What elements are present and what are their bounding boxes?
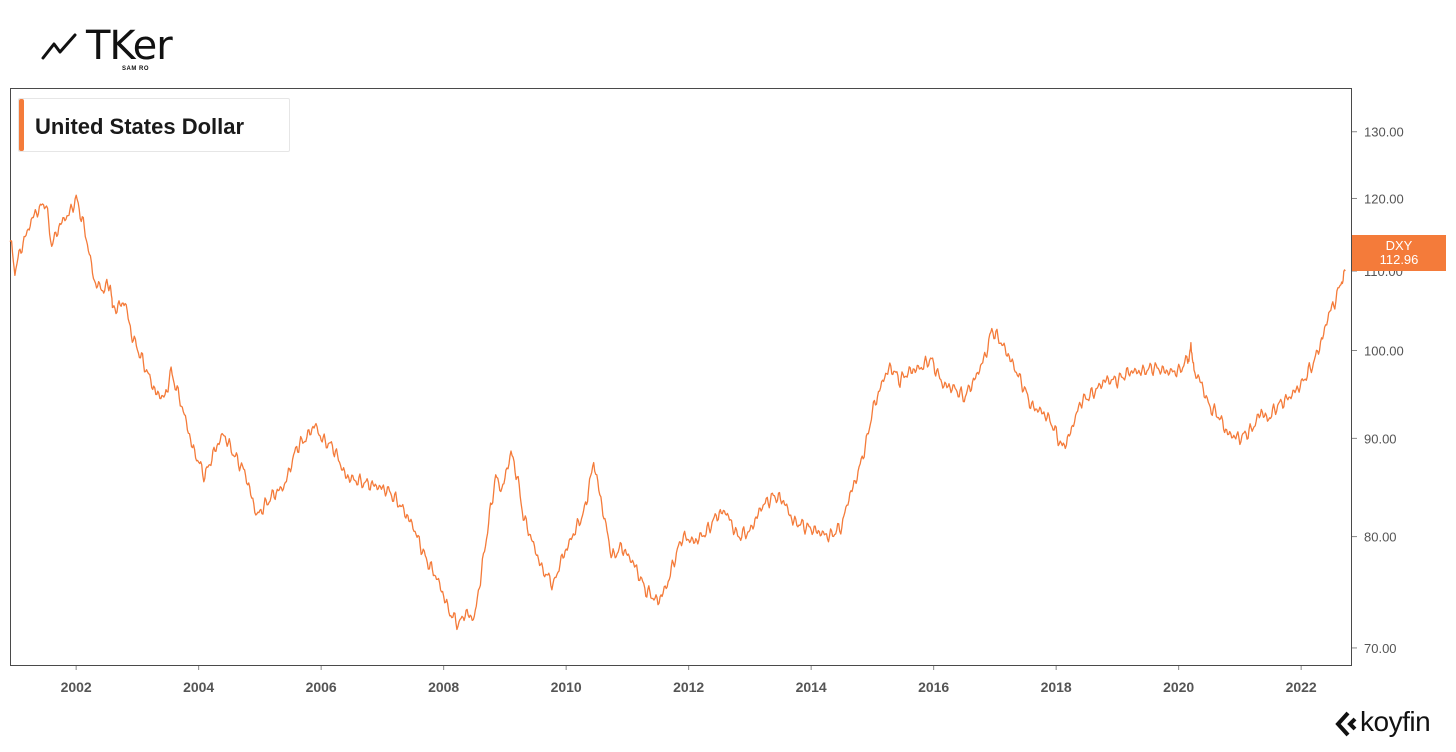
y-tick-label: 100.00 [1364,344,1404,359]
series-name: DXY [1385,238,1413,253]
chart-title: United States Dollar [35,114,245,139]
y-tick-label: 80.00 [1364,530,1397,545]
brand-subtitle: SAM RO [122,66,149,72]
x-tick-label: 2002 [61,679,92,695]
x-tick-label: 2022 [1286,679,1317,695]
brand-name: TKer [86,23,173,69]
x-tick-label: 2010 [551,679,582,695]
koyfin-wordmark: koyfin [1360,706,1431,737]
x-tick-label: 2004 [183,679,214,695]
y-tick-label: 130.00 [1364,125,1404,140]
x-tick-label: 2016 [918,679,949,695]
series-line-dxy [9,194,1346,631]
brand-logo: TKer SAM RO [40,22,200,78]
last-price-tag: DXY 112.96 [1352,235,1446,271]
x-tick-label: 2012 [673,679,704,695]
trend-line-icon [41,33,77,60]
x-tick-label: 2020 [1163,679,1194,695]
x-tick-label: 2008 [428,679,459,695]
y-tick-label: 120.00 [1364,191,1404,206]
chart-plot-area [10,88,1352,666]
x-tick-label: 2006 [306,679,337,695]
x-tick-label: 2018 [1041,679,1072,695]
y-tick-label: 70.00 [1364,641,1397,656]
x-tick-label: 2014 [796,679,827,695]
legend-color-swatch [19,99,24,151]
chart-title-box: United States Dollar [18,98,290,152]
y-tick-label: 90.00 [1364,431,1397,446]
koyfin-chevron-icon [1335,711,1357,737]
series-last-value: 112.96 [1379,252,1419,267]
